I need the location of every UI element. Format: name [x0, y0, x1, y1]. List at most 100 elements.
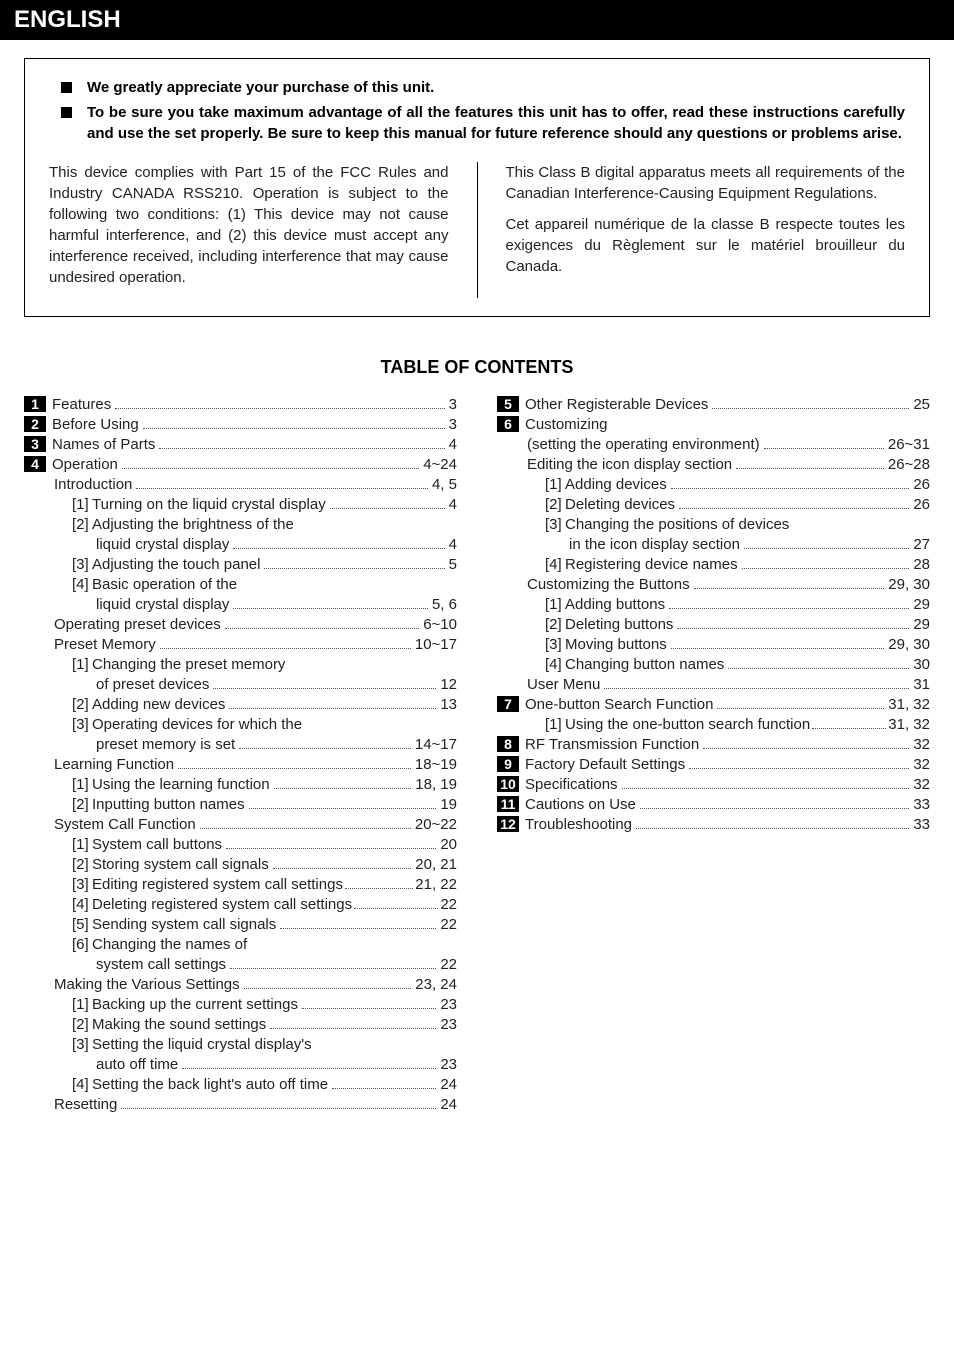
toc-page-ref: 29 [913, 596, 930, 613]
intro-bullet: We greatly appreciate your purchase of t… [87, 77, 905, 98]
toc-label: Deleting devices [565, 496, 675, 513]
toc-page-ref: 6~10 [423, 616, 457, 633]
toc-page-ref: 28 [913, 556, 930, 573]
toc-page-ref: 31, 32 [888, 716, 930, 733]
toc-leader-dots [636, 828, 909, 829]
toc-page-ref: 33 [913, 796, 930, 813]
toc-entry: System Call Function20~22 [24, 816, 457, 833]
toc-entry: [3] Operating devices for which the [24, 716, 457, 733]
toc-label: Operating preset devices [54, 616, 221, 633]
toc-page-ref: 23 [440, 1056, 457, 1073]
toc-label: System call buttons [92, 836, 222, 853]
toc-leader-dots [671, 488, 910, 489]
toc-column-left: 1Features32Before Using33Names of Parts4… [24, 396, 457, 1116]
compliance-text: Cet appareil numérique de la classe B re… [506, 214, 906, 277]
toc-leader-dots [736, 468, 884, 469]
toc-label: Changing button names [565, 656, 724, 673]
subsection-bracket: [4] [72, 1076, 92, 1093]
toc-title: TABLE OF CONTENTS [24, 357, 930, 378]
subsection-bracket: [3] [72, 556, 92, 573]
toc-leader-dots [143, 428, 445, 429]
toc-leader-dots [728, 668, 909, 669]
toc-entry: 9Factory Default Settings32 [497, 756, 930, 773]
toc-leader-dots [225, 628, 419, 629]
toc-entry: [4] Setting the back light's auto off ti… [24, 1076, 457, 1093]
toc-page-ref: 19 [440, 796, 457, 813]
toc-label: Before Using [52, 416, 139, 433]
toc-page-ref: 14~17 [415, 736, 457, 753]
toc-page-ref: 32 [913, 776, 930, 793]
subsection-bracket: [1] [72, 656, 92, 673]
toc-entry: 12Troubleshooting33 [497, 816, 930, 833]
toc-entry: 10Specifications32 [497, 776, 930, 793]
subsection-bracket: [1] [72, 836, 92, 853]
toc-label: in the icon display section [569, 536, 740, 553]
toc-entry: Customizing the Buttons29, 30 [497, 576, 930, 593]
subsection-bracket: [1] [545, 596, 565, 613]
toc-leader-dots [122, 468, 419, 469]
toc-page-ref: 20 [440, 836, 457, 853]
toc-label: Using the learning function [92, 776, 270, 793]
toc-leader-dots [233, 548, 444, 549]
toc-leader-dots [273, 868, 412, 869]
toc-leader-dots [742, 568, 910, 569]
compliance-right: This Class B digital apparatus meets all… [506, 162, 906, 298]
toc-page-ref: 20~22 [415, 816, 457, 833]
toc-page-ref: 21, 22 [415, 876, 457, 893]
toc-leader-dots [712, 408, 909, 409]
toc-page-ref: 4 [449, 436, 457, 453]
toc-label: Sending system call signals [92, 916, 276, 933]
toc-leader-dots [604, 688, 909, 689]
toc-label: Making the Various Settings [54, 976, 240, 993]
toc-entry: [1] System call buttons 20 [24, 836, 457, 853]
toc-entry: [5] Sending system call signals22 [24, 916, 457, 933]
compliance-left: This device complies with Part 15 of the… [49, 162, 449, 298]
toc-entry: Making the Various Settings23, 24 [24, 976, 457, 993]
toc-entry: 6Customizing [497, 416, 930, 433]
toc-entry: [1] Turning on the liquid crystal displa… [24, 496, 457, 513]
toc-page-ref: 3 [449, 396, 457, 413]
toc-page-ref: 3 [449, 416, 457, 433]
toc-leader-dots [264, 568, 444, 569]
compliance-text: This Class B digital apparatus meets all… [506, 162, 906, 204]
toc-page-ref: 29, 30 [888, 576, 930, 593]
toc-leader-dots [354, 908, 438, 909]
toc-page-ref: 5, 6 [432, 596, 457, 613]
toc-label: liquid crystal display [96, 536, 229, 553]
toc-leader-dots [182, 1068, 436, 1069]
section-number: 8 [497, 736, 519, 752]
toc-leader-dots [274, 788, 412, 789]
toc-entry: preset memory is set14~17 [24, 736, 457, 753]
column-divider [477, 162, 478, 298]
toc-label: Operating devices for which the [92, 716, 302, 733]
toc-page-ref: 29, 30 [888, 636, 930, 653]
toc-label: Deleting buttons [565, 616, 673, 633]
toc-entry: 8RF Transmission Function32 [497, 736, 930, 753]
toc-label: Setting the back light's auto off time [92, 1076, 328, 1093]
toc-entry: system call settings22 [24, 956, 457, 973]
toc-page-ref: 26 [913, 496, 930, 513]
toc-entry: Preset Memory10~17 [24, 636, 457, 653]
toc-label: system call settings [96, 956, 226, 973]
toc-leader-dots [622, 788, 910, 789]
toc-page-ref: 29 [913, 616, 930, 633]
toc-entry: 2Before Using3 [24, 416, 457, 433]
toc-page-ref: 33 [913, 816, 930, 833]
toc-label: of preset devices [96, 676, 209, 693]
toc-entry: [6] Changing the names of [24, 936, 457, 953]
toc-page-ref: 26~28 [888, 456, 930, 473]
toc-leader-dots [669, 608, 909, 609]
subsection-bracket: [2] [72, 516, 92, 533]
toc-entry: (setting the operating environment)26~31 [497, 436, 930, 453]
toc-leader-dots [136, 488, 428, 489]
toc-entry: liquid crystal display5, 6 [24, 596, 457, 613]
toc-leader-dots [703, 748, 909, 749]
toc-label: Other Registerable Devices [525, 396, 708, 413]
toc-label: Setting the liquid crystal display's [92, 1036, 312, 1053]
toc-entry: [2] Deleting buttons29 [497, 616, 930, 633]
toc-leader-dots [249, 808, 437, 809]
subsection-bracket: [3] [72, 716, 92, 733]
toc-label: (setting the operating environment) [527, 436, 760, 453]
toc-entry: Editing the icon display section26~28 [497, 456, 930, 473]
toc-entry: [4] Changing button names30 [497, 656, 930, 673]
